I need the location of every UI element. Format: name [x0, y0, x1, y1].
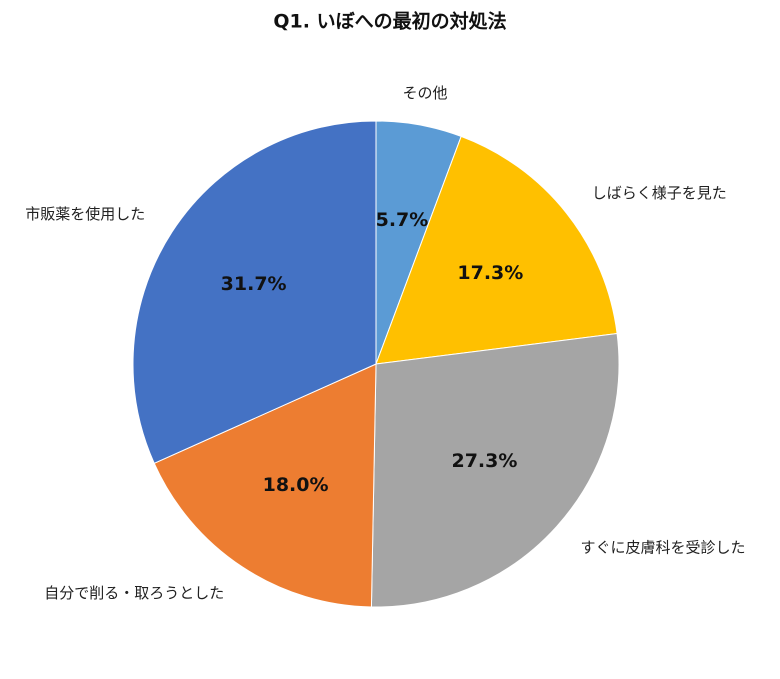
value-label: 18.0%: [263, 474, 329, 496]
pie-slice: [370, 332, 620, 608]
category-label: しばらく様子を見た: [592, 184, 727, 202]
category-label: 市販薬を使用した: [25, 205, 145, 223]
pie-slice: [153, 363, 377, 608]
category-label: 自分で削る・取ろうとした: [44, 584, 224, 602]
value-label: 17.3%: [457, 262, 523, 284]
value-label: 27.3%: [451, 450, 517, 472]
category-label: すぐに皮膚科を受診した: [581, 538, 746, 556]
value-label: 5.7%: [376, 209, 429, 231]
chart-title: Q1. いぼへの最初の対処法: [273, 10, 506, 33]
value-label: 31.7%: [221, 273, 287, 295]
category-label: その他: [402, 84, 447, 102]
pie-slice: [375, 135, 618, 365]
pie-slice: [132, 120, 377, 464]
